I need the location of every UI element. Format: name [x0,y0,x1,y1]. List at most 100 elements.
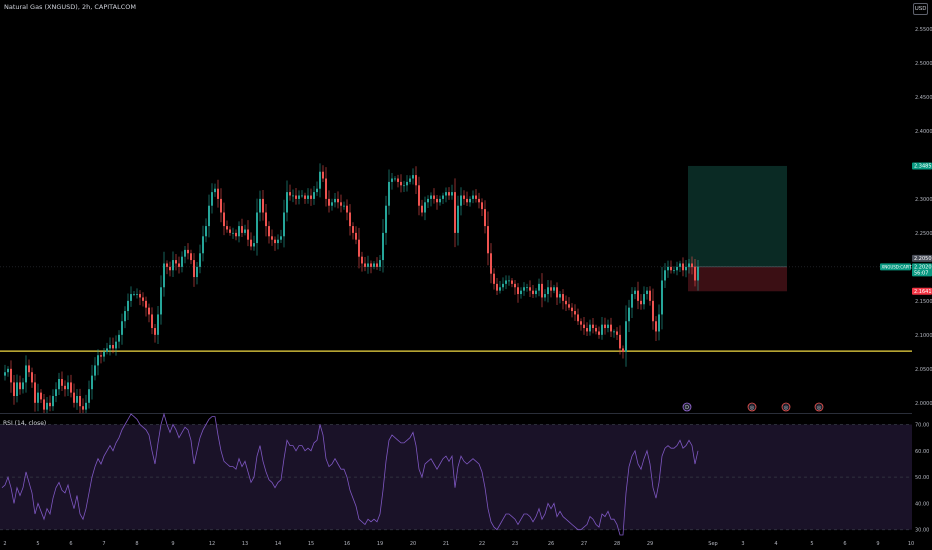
candle-up [130,294,132,301]
economic-event-marker-icon [814,402,824,412]
candle-down [175,260,177,264]
candle-down [355,232,357,240]
candle-down [532,290,534,295]
price-axis-tick-label: 2.4500 [915,95,932,101]
candle-up [58,379,60,390]
rsi-line [1,412,699,536]
candle-up [25,365,27,383]
time-axis-tick-label: 10 [908,541,914,547]
candle-up [430,195,432,199]
candle-down [475,195,477,199]
candle-down [358,239,360,257]
candle-up [472,195,474,199]
candle-down [640,300,642,305]
candle-down [541,283,543,298]
candle-down [595,328,597,332]
candle-up [499,287,501,291]
candle-down [586,328,588,332]
time-axis-tick-label: 23 [512,541,518,547]
candle-up [94,365,96,376]
time-axis-tick-label: 12 [209,541,215,547]
chart-title: Natural Gas (XNGUSD), 2h, CAPITALCOM [4,3,136,11]
candle-down [169,266,171,271]
candle-down [73,392,75,403]
candle-up [343,205,345,207]
candle-up [313,192,315,199]
candle-down [448,192,450,196]
candle-up [163,263,165,288]
candle-up [520,290,522,295]
candle-down [436,198,438,203]
candle-up [460,195,462,206]
candle-down [322,171,324,179]
candle-down [223,212,225,227]
currency-badge[interactable]: USD [913,3,928,15]
symbol-label: XNGUSD:CAPITALCOM [882,265,927,270]
time-axis-tick-label: 16 [344,541,350,547]
candle-up [607,324,609,329]
target-price-tag-bg [912,162,932,170]
time-axis-tick-label: 27 [581,541,587,547]
candle-down [463,195,465,199]
time-axis-tick-label: 14 [275,541,281,547]
candle-up [298,195,300,199]
candle-down [484,209,486,227]
candle-down [370,263,372,267]
candle-up [121,321,123,335]
candle-up [379,260,381,267]
candle-up [658,314,660,332]
candle-down [562,294,564,301]
price-axis-tick-label: 2.3000 [915,197,932,203]
economic-event-marker-glyph: ◎ [817,405,822,411]
candle-up [634,290,636,295]
candle-down [610,324,612,332]
candle-up [124,311,126,322]
candle-down [34,382,36,403]
candle-up [505,280,507,284]
candle-up [661,280,663,315]
candle-up [316,188,318,193]
candle-up [55,389,57,397]
stop-price-tag-bg [912,287,932,295]
time-axis-tick-label: 8 [135,541,138,547]
candle-down [28,365,30,373]
candle-down [265,212,267,227]
candle-up [214,188,216,193]
time-axis-tick-label: 13 [242,541,248,547]
candle-down [514,283,516,288]
price-axis-tick-label: 2.5000 [915,61,932,67]
candle-up [244,229,246,233]
candle-down [82,406,84,410]
candle-down [220,198,222,213]
candle-up [427,198,429,203]
candle-down [571,307,573,312]
candle-down [70,382,72,393]
candle-up [118,334,120,342]
candle-down [364,263,366,267]
economic-event-marker-glyph: ◎ [750,405,755,411]
candle-down [40,392,42,400]
rsi-axis-tick-label: 30.00 [915,528,929,534]
candle-up [7,368,9,373]
candle-up [22,382,24,390]
candle-up [373,263,375,267]
candle-up [547,287,549,295]
candle-down [19,382,21,390]
candle-down [556,287,558,298]
candle-down [190,253,192,261]
candle-up [157,314,159,335]
candle-down [397,178,399,182]
candle-down [691,263,693,267]
candle-down [289,192,291,196]
candle-down [565,300,567,305]
economic-event-marker-glyph: ◎ [784,405,789,411]
dividend-marker-glyph: D [685,405,689,411]
candle-down [247,229,249,240]
time-axis-tick-label: 5 [36,541,39,547]
entry-top-tag: 2.2050 [914,256,932,262]
candle-down [193,260,195,278]
time-axis-tick-label: 28 [614,541,620,547]
candle-up [508,280,510,282]
candle-up [199,253,201,267]
